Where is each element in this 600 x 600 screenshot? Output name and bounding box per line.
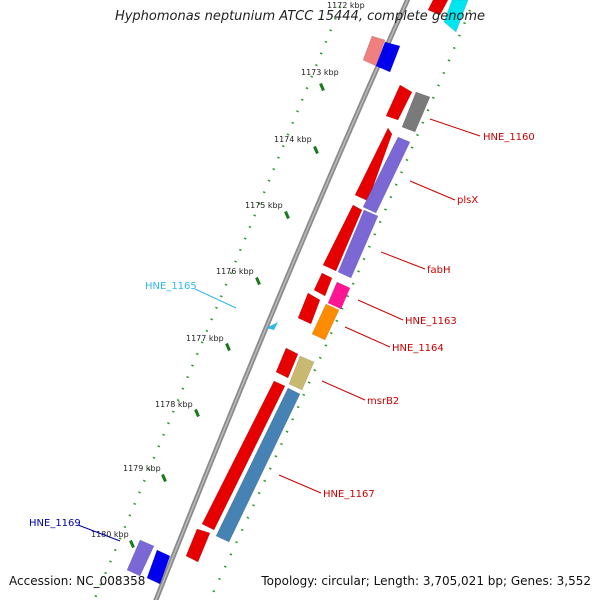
leader-line bbox=[380, 251, 426, 270]
gene-feature-red[interactable] bbox=[201, 380, 286, 531]
gene-feature-cyan[interactable] bbox=[443, 0, 469, 33]
backbone-highlight bbox=[155, 0, 409, 600]
genome-backbone bbox=[153, 0, 411, 600]
gene-label[interactable]: msrB2 bbox=[367, 396, 399, 407]
gene-label[interactable]: HNE_1163 bbox=[405, 316, 457, 327]
leader-line bbox=[344, 326, 391, 348]
map-title: Hyphomonas neptunium ATCC 15444, complet… bbox=[114, 9, 486, 24]
gene-feature-red[interactable] bbox=[313, 272, 333, 297]
ruler-tick-label: 1174 kbp bbox=[274, 135, 312, 144]
gene-feature-blue[interactable] bbox=[375, 41, 401, 73]
leader-line bbox=[357, 299, 404, 321]
gene-label[interactable]: HNE_1169 bbox=[29, 518, 81, 529]
gene-feature-red[interactable] bbox=[322, 204, 363, 272]
ruler-tick-label: 1176 kbp bbox=[216, 267, 254, 276]
ruler-minor-ticks bbox=[92, 0, 345, 600]
ruler-major-tick bbox=[313, 145, 319, 155]
gene-feature-hne-1169[interactable] bbox=[126, 539, 155, 577]
gene-label[interactable]: HNE_1160 bbox=[483, 132, 535, 143]
gene-feature-red[interactable] bbox=[275, 347, 299, 379]
gene-feature-hne-1160[interactable] bbox=[401, 91, 431, 133]
ruler-major-tick bbox=[255, 276, 261, 286]
ruler-major-tick bbox=[225, 342, 231, 352]
gene-feature-red[interactable] bbox=[427, 0, 449, 16]
gene-feature-red[interactable] bbox=[385, 84, 413, 121]
gene-feature-hne-1163[interactable] bbox=[327, 281, 351, 310]
ruler-tick-label: 1180 kbp bbox=[91, 530, 129, 539]
ruler-tick-label: 1179 kbp bbox=[123, 464, 161, 473]
accession-text: Accession: NC_008358 bbox=[9, 574, 146, 588]
ruler-major-tick bbox=[161, 473, 167, 483]
leader-line bbox=[77, 524, 121, 542]
gene-feature-hne-1165[interactable] bbox=[266, 322, 278, 330]
ruler-major-tick bbox=[319, 82, 325, 92]
leader-line bbox=[409, 180, 456, 201]
ruler-major-tick bbox=[129, 539, 135, 549]
gene-feature-red[interactable] bbox=[297, 292, 321, 325]
ruler-major-tick bbox=[284, 210, 290, 220]
gene-labels: HNE_1160 plsX fabH HNE_1163 HNE_1164 HNE… bbox=[29, 132, 535, 529]
ruler-tick-label: 1173 kbp bbox=[301, 68, 339, 77]
ruler-tick-label: 1178 kbp bbox=[155, 400, 193, 409]
gene-feature-red[interactable] bbox=[185, 528, 211, 563]
leader-line bbox=[429, 118, 481, 137]
gene-label[interactable]: HNE_1165 bbox=[145, 281, 197, 292]
gene-label[interactable]: fabH bbox=[427, 265, 451, 276]
gene-feature-fabh[interactable] bbox=[337, 209, 379, 279]
gene-features bbox=[126, 0, 469, 585]
gene-label[interactable]: HNE_1167 bbox=[323, 489, 375, 500]
gene-feature-blue[interactable] bbox=[146, 549, 171, 585]
gene-feature-plsx[interactable] bbox=[362, 136, 411, 214]
ruler-ticks bbox=[92, 0, 472, 600]
gene-feature-hne-1164[interactable] bbox=[311, 303, 340, 341]
genome-summary-text: Topology: circular; Length: 3,705,021 bp… bbox=[261, 574, 591, 588]
ruler-tick-label: 1177 kbp bbox=[186, 334, 224, 343]
ruler-major-tick bbox=[194, 408, 200, 418]
ruler-tick-label-partial: 1172 kbp bbox=[327, 1, 365, 10]
gene-label[interactable]: plsX bbox=[457, 195, 478, 206]
gene-label-leaders bbox=[77, 118, 481, 542]
leader-line bbox=[321, 380, 366, 401]
leader-line bbox=[194, 288, 237, 309]
leader-line bbox=[278, 474, 322, 494]
gene-feature-msrb2[interactable] bbox=[288, 355, 315, 391]
gene-label[interactable]: HNE_1164 bbox=[392, 343, 444, 354]
ruler-tick-label: 1175 kbp bbox=[245, 201, 283, 210]
gene-feature-hne-1167[interactable] bbox=[215, 387, 301, 543]
backbone-line bbox=[153, 0, 411, 600]
ruler-tick-labels: 1172 kbp 1173 kbp 1174 kbp 1175 kbp 1176… bbox=[91, 1, 365, 539]
